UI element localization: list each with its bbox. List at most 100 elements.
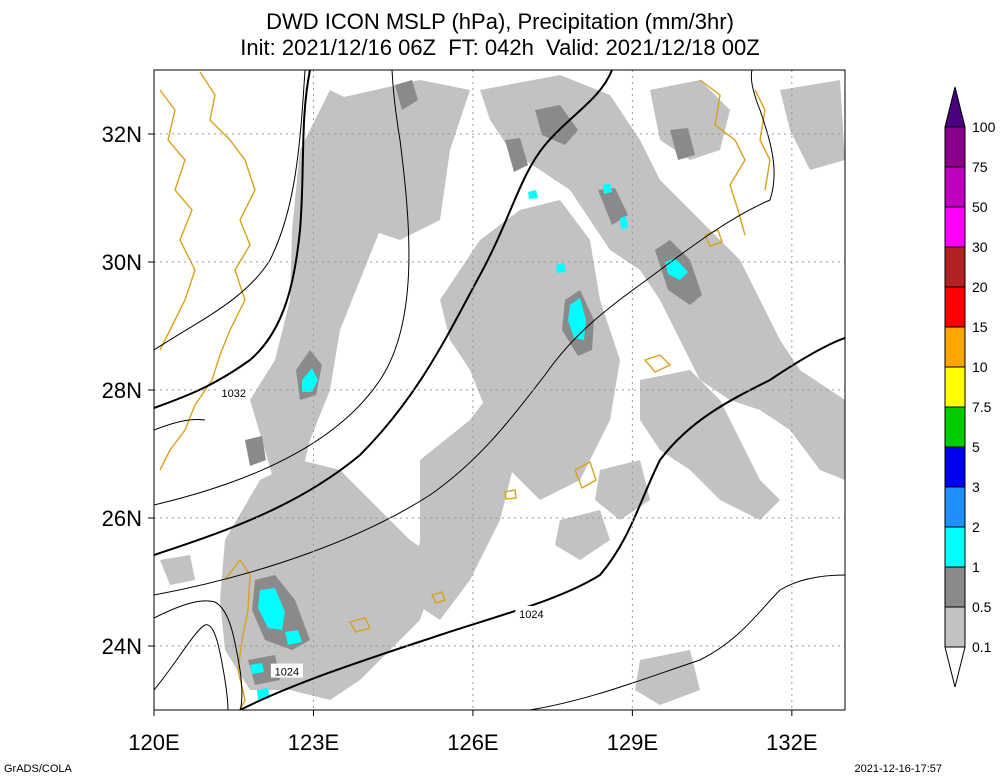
- tick-label-lon-4: 132E: [766, 730, 817, 755]
- precip-cyan-8: [603, 183, 612, 194]
- isobar-thin-1: [154, 70, 410, 506]
- colorbar-over-triangle: [944, 86, 966, 128]
- isobar-thick-1032: [154, 70, 311, 409]
- colorbar-label-12: 75: [972, 159, 988, 175]
- precip-cyan-10: [556, 263, 566, 273]
- coastline-korea: [699, 79, 746, 236]
- precip-band-north: [330, 80, 470, 240]
- precip-patch-se: [595, 460, 650, 520]
- precip-patch-ne: [650, 80, 730, 160]
- isobar-thick-1024: [239, 337, 845, 710]
- isobar-label-bg-2: [270, 663, 303, 678]
- coastline-kyushu: [754, 89, 771, 191]
- colorbar-label-10: 30: [972, 239, 988, 255]
- tick-label-lat-4: 32N: [102, 122, 142, 147]
- precip-patch-w: [160, 555, 195, 585]
- colorbar-swatch-5: [944, 406, 966, 448]
- coastline-taiwan: [224, 558, 251, 710]
- precip-band-northeast: [480, 75, 845, 480]
- precip-dark-7: [505, 138, 528, 172]
- colorbar-label-9: 20: [972, 279, 988, 295]
- colorbar: 0.1 0.5 1 2 3 5 7.5 10 15 20 30 50 75 100: [944, 86, 996, 688]
- isobar-label-2: 1024: [275, 667, 299, 679]
- coastline-island-5: [504, 489, 517, 500]
- colorbar-swatch-9: [944, 246, 966, 288]
- colorbar-swatch-8: [944, 286, 966, 328]
- colorbar-label-2: 1: [972, 559, 980, 575]
- precip-band-east: [640, 370, 780, 520]
- precip-cyan-11: [528, 190, 538, 199]
- tick-label-lat-3: 30N: [102, 250, 142, 275]
- coastline-island-4: [431, 591, 446, 604]
- colorbar-label-13: 100: [972, 119, 996, 135]
- precip-cyan-2: [568, 298, 586, 340]
- footer-software: GrADS/COLA: [4, 763, 72, 775]
- tick-label-lon-3: 129E: [607, 730, 658, 755]
- colorbar-label-1: 0.5: [972, 599, 992, 615]
- colorbar-swatch-2: [944, 526, 966, 568]
- colorbar-label-11: 50: [972, 199, 988, 215]
- precip-cyan-6: [250, 663, 264, 674]
- colorbar-label-5: 5: [972, 439, 980, 455]
- isobar-label-bg-1: [515, 606, 548, 620]
- isobar-thick-mid: [154, 70, 613, 556]
- precip-cyan-3: [665, 258, 688, 280]
- precip-dark-6: [535, 105, 578, 145]
- colorbar-label-0: 0.1: [972, 639, 992, 655]
- colorbar-swatch-1: [944, 566, 966, 608]
- coastline-china: [159, 71, 256, 471]
- tick-label-lon-0: 120E: [128, 730, 179, 755]
- isobar-thin-4: [154, 600, 243, 710]
- colorbar-swatch-10: [944, 206, 966, 248]
- colorbar-label-6: 7.5: [972, 399, 992, 415]
- isobar-thin-3: [154, 70, 775, 596]
- graticule: [154, 70, 845, 710]
- colorbar-label-4: 3: [972, 479, 980, 495]
- precip-patch-s: [635, 650, 700, 705]
- map-title-line2: Init: 2021/12/16 06Z FT: 042h Valid: 202…: [240, 35, 760, 60]
- precip-band-west: [250, 90, 395, 520]
- tick-label-lon-2: 126E: [447, 730, 498, 755]
- colorbar-swatch-12: [944, 126, 966, 168]
- tick-label-lat-2: 28N: [102, 378, 142, 403]
- footer-timestamp: 2021-12-16-17:57: [854, 763, 942, 775]
- coastline-island-3: [348, 617, 372, 633]
- colorbar-swatch-7: [944, 326, 966, 368]
- precip-cyan-4: [258, 588, 285, 630]
- isobar-labels: 1032 1024 1024: [217, 385, 548, 679]
- coastline-island-1: [643, 354, 672, 373]
- isobar-thin-5: [154, 624, 229, 710]
- colorbar-label-8: 15: [972, 319, 988, 335]
- tick-label-lon-1: 123E: [288, 730, 339, 755]
- precip-cyan-1: [302, 368, 318, 392]
- precip-dark-9: [670, 128, 695, 160]
- isobar-label-0: 1032: [221, 388, 245, 400]
- precip-dark-8: [598, 188, 628, 225]
- colorbar-swatch-3: [944, 486, 966, 528]
- isobar-thin-7: [154, 419, 206, 431]
- coastline-island-2: [574, 460, 597, 490]
- colorbar-swatch-4: [944, 446, 966, 488]
- precip-dark-11: [245, 436, 266, 466]
- precipitation-layer: [160, 75, 845, 705]
- coastline-layer: [159, 71, 771, 710]
- tick-label-lat-1: 26N: [102, 506, 142, 531]
- coastline-china-inner: [159, 89, 196, 351]
- isobar-label-bg-0: [217, 385, 250, 400]
- precip-patch-e: [780, 80, 845, 170]
- tick-label-lat-0: 24N: [102, 634, 142, 659]
- precip-dark-5: [395, 80, 418, 110]
- colorbar-swatch-0: [944, 606, 966, 648]
- colorbar-label-3: 2: [972, 519, 980, 535]
- isobar-layer: [154, 70, 845, 710]
- colorbar-label-7: 10: [972, 359, 988, 375]
- isobar-label-1: 1024: [519, 609, 543, 621]
- colorbar-under-triangle: [944, 646, 966, 688]
- map-title-line1: DWD ICON MSLP (hPa), Precipitation (mm/3…: [266, 9, 734, 34]
- precip-band-center: [440, 200, 620, 500]
- precip-patch-se2: [555, 510, 610, 560]
- axis-ticks: 120E 123E 126E 129E 132E 24N 26N 28N 30N 32N: [102, 122, 818, 755]
- isobar-thin-2: [154, 70, 306, 351]
- isobar-thin-6: [529, 574, 845, 710]
